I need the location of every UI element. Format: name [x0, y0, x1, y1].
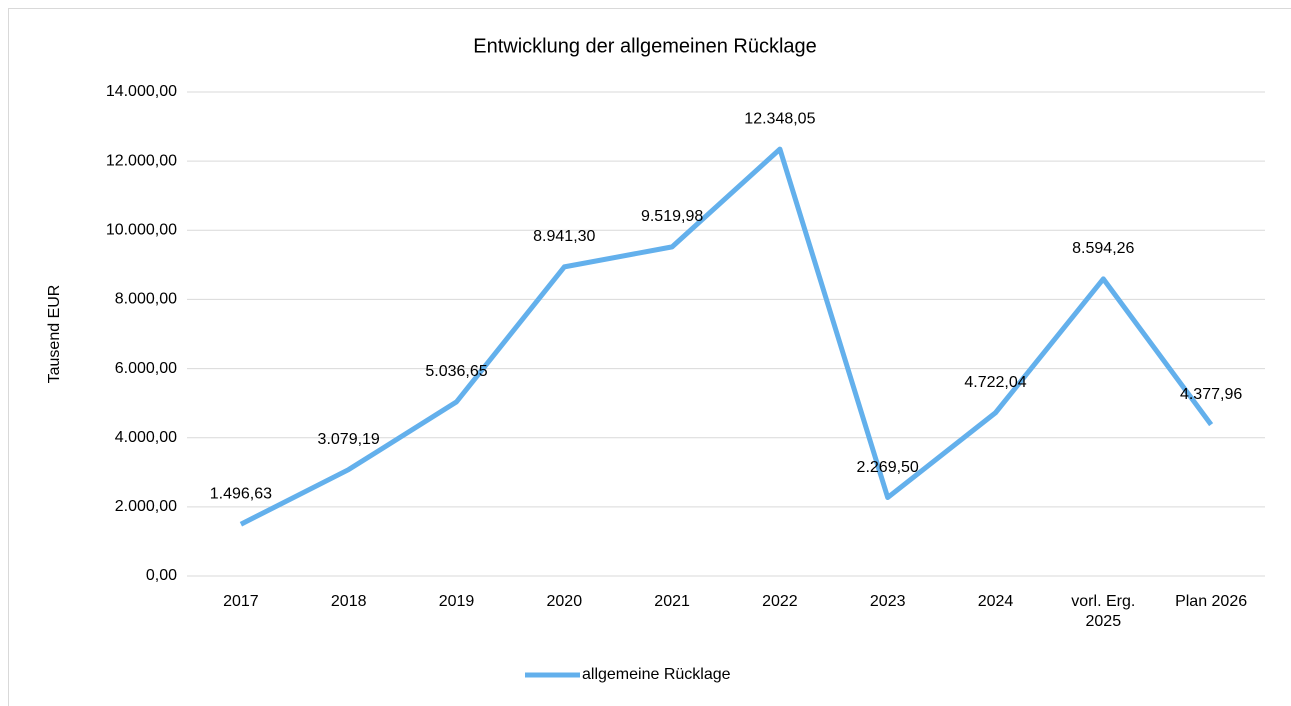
y-axis-title: Tausend EUR	[46, 285, 63, 384]
y-tick-label: 4.000,00	[115, 429, 177, 446]
x-tick-label: 2023	[869, 593, 906, 610]
data-label: 1.496,63	[210, 485, 272, 502]
y-tick-label: 10.000,00	[106, 222, 177, 239]
data-label: 4.722,04	[964, 374, 1026, 391]
x-tick-label: 2019	[438, 593, 475, 610]
y-tick-label: 6.000,00	[115, 360, 177, 377]
chart-border	[8, 8, 1291, 706]
x-tick-label: vorl. Erg. 2025	[1071, 593, 1136, 630]
x-tick-label: 2020	[546, 593, 583, 610]
x-tick-label: 2022	[762, 593, 798, 610]
data-label: 2.269,50	[857, 459, 919, 476]
data-label: 8.594,26	[1072, 240, 1134, 257]
y-tick-label: 14.000,00	[106, 83, 177, 100]
data-label: 3.079,19	[318, 431, 380, 448]
data-label: 8.941,30	[533, 228, 595, 245]
data-label: 12.348,05	[744, 110, 815, 127]
line	[239, 146, 1214, 527]
data-label: 9.519,98	[641, 208, 703, 225]
x-tick-label: Plan 2026	[1175, 593, 1248, 610]
x-tick-label: 2017	[223, 593, 259, 610]
x-tick-label: 2024	[977, 593, 1014, 610]
y-tick-label: 12.000,00	[106, 152, 177, 169]
data-label: 4.377,96	[1180, 386, 1242, 403]
chart-title: Entwicklung der allgemeinen Rücklage	[473, 35, 817, 57]
x-tick-label: 2021	[654, 593, 690, 610]
legend-label: allgemeine Rücklage	[582, 666, 731, 683]
x-tick-label: 2018	[330, 593, 367, 610]
data-label: 5.036,65	[425, 363, 487, 380]
y-tick-label: 0,00	[146, 567, 177, 584]
y-tick-label: 8.000,00	[115, 291, 177, 308]
y-tick-label: 2.000,00	[115, 498, 177, 515]
